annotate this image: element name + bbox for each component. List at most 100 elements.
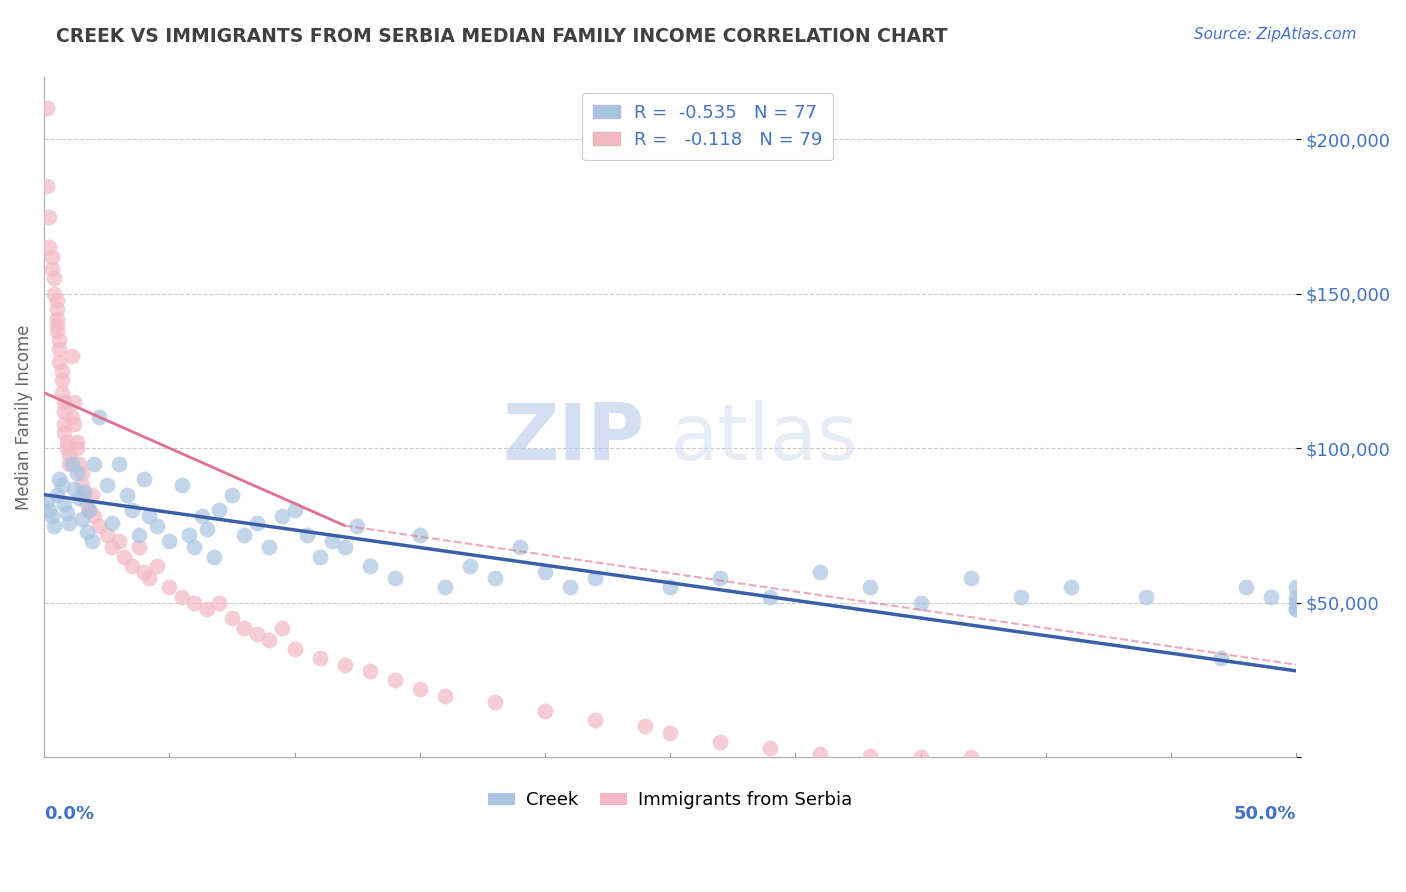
Point: [1234, 581, 1257, 595]
Point: [959, 750, 981, 764]
Point: [42, 286, 65, 301]
Point: [458, 558, 481, 573]
Point: [51, 478, 73, 492]
Text: 50.0%: 50.0%: [1233, 805, 1296, 823]
Point: [53, 395, 76, 409]
Point: [138, 509, 160, 524]
Point: [60, 457, 83, 471]
Point: [246, 516, 269, 530]
Point: [35, 101, 58, 115]
Point: [115, 488, 138, 502]
Point: [96, 528, 118, 542]
Text: 0.0%: 0.0%: [44, 805, 94, 823]
Point: [1060, 581, 1083, 595]
Point: [100, 540, 122, 554]
Point: [959, 571, 981, 585]
Point: [170, 590, 193, 604]
Point: [41, 262, 63, 277]
Point: [66, 435, 89, 450]
Y-axis label: Median Family Income: Median Family Income: [15, 325, 32, 510]
Point: [77, 503, 100, 517]
Point: [55, 442, 77, 456]
Point: [384, 571, 406, 585]
Point: [67, 491, 90, 505]
Point: [83, 509, 105, 524]
Point: [271, 509, 294, 524]
Point: [910, 596, 932, 610]
Point: [48, 472, 70, 486]
Point: [134, 565, 156, 579]
Point: [1285, 602, 1308, 616]
Point: [183, 540, 205, 554]
Point: [58, 457, 80, 471]
Point: [346, 518, 368, 533]
Point: [53, 497, 76, 511]
Point: [759, 741, 782, 756]
Point: [51, 364, 73, 378]
Point: [283, 503, 305, 517]
Point: [48, 333, 70, 347]
Text: CREEK VS IMMIGRANTS FROM SERBIA MEDIAN FAMILY INCOME CORRELATION CHART: CREEK VS IMMIGRANTS FROM SERBIA MEDIAN F…: [56, 27, 948, 45]
Point: [558, 581, 581, 595]
Point: [1285, 581, 1308, 595]
Point: [433, 689, 456, 703]
Point: [76, 524, 98, 539]
Point: [51, 373, 73, 387]
Point: [157, 581, 180, 595]
Point: [48, 343, 70, 357]
Point: [170, 478, 193, 492]
Point: [1209, 651, 1232, 665]
Point: [221, 611, 243, 625]
Point: [58, 516, 80, 530]
Point: [1285, 602, 1308, 616]
Point: [76, 497, 98, 511]
Point: [70, 478, 93, 492]
Point: [73, 488, 96, 502]
Point: [146, 558, 169, 573]
Point: [409, 528, 432, 542]
Point: [41, 250, 63, 264]
Point: [53, 417, 76, 431]
Point: [1285, 596, 1308, 610]
Point: [45, 488, 67, 502]
Point: [121, 558, 143, 573]
Point: [910, 749, 932, 764]
Point: [759, 590, 782, 604]
Text: ZIP: ZIP: [503, 400, 645, 475]
Point: [359, 558, 381, 573]
Point: [659, 725, 682, 739]
Point: [359, 664, 381, 678]
Point: [121, 503, 143, 517]
Point: [108, 457, 131, 471]
Point: [183, 596, 205, 610]
Legend: Creek, Immigrants from Serbia: Creek, Immigrants from Serbia: [481, 784, 859, 816]
Point: [89, 410, 111, 425]
Point: [384, 673, 406, 687]
Point: [1010, 590, 1032, 604]
Point: [1285, 590, 1308, 604]
Point: [195, 522, 218, 536]
Point: [48, 355, 70, 369]
Point: [55, 506, 77, 520]
Point: [308, 651, 330, 665]
Point: [77, 503, 100, 517]
Point: [433, 581, 456, 595]
Point: [208, 503, 231, 517]
Point: [202, 549, 225, 564]
Point: [38, 210, 60, 224]
Point: [208, 596, 231, 610]
Point: [534, 565, 557, 579]
Point: [128, 528, 150, 542]
Point: [509, 540, 531, 554]
Point: [808, 565, 831, 579]
Point: [80, 534, 103, 549]
Point: [157, 534, 180, 549]
Point: [45, 311, 67, 326]
Point: [271, 621, 294, 635]
Point: [66, 442, 89, 456]
Point: [45, 293, 67, 307]
Point: [859, 581, 882, 595]
Point: [191, 509, 214, 524]
Point: [70, 512, 93, 526]
Point: [67, 457, 90, 471]
